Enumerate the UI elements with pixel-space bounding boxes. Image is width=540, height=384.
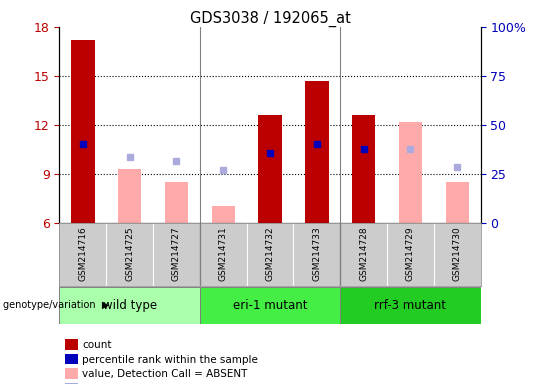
Bar xyxy=(212,207,235,223)
Text: genotype/variation  ▶: genotype/variation ▶ xyxy=(3,300,109,310)
Text: GSM214730: GSM214730 xyxy=(453,226,462,281)
Bar xyxy=(352,115,375,223)
FancyBboxPatch shape xyxy=(200,287,340,324)
Bar xyxy=(71,40,94,223)
Bar xyxy=(305,81,328,223)
Text: GSM214728: GSM214728 xyxy=(359,226,368,281)
Title: GDS3038 / 192065_at: GDS3038 / 192065_at xyxy=(190,11,350,27)
Text: GSM214727: GSM214727 xyxy=(172,226,181,281)
Bar xyxy=(258,115,282,223)
Text: GSM214729: GSM214729 xyxy=(406,226,415,281)
Text: rrf-3 mutant: rrf-3 mutant xyxy=(374,299,447,312)
Text: GSM214733: GSM214733 xyxy=(312,226,321,281)
Text: percentile rank within the sample: percentile rank within the sample xyxy=(82,355,258,365)
FancyBboxPatch shape xyxy=(340,287,481,324)
Text: GSM214731: GSM214731 xyxy=(219,226,228,281)
Text: wild type: wild type xyxy=(103,299,157,312)
Bar xyxy=(118,169,141,223)
Text: GSM214716: GSM214716 xyxy=(78,226,87,281)
FancyBboxPatch shape xyxy=(59,287,200,324)
Text: GSM214725: GSM214725 xyxy=(125,226,134,281)
Bar xyxy=(165,182,188,223)
Text: GSM214732: GSM214732 xyxy=(266,226,274,281)
Text: eri-1 mutant: eri-1 mutant xyxy=(233,299,307,312)
Bar xyxy=(446,182,469,223)
Text: value, Detection Call = ABSENT: value, Detection Call = ABSENT xyxy=(82,369,247,379)
Bar xyxy=(399,121,422,223)
Text: count: count xyxy=(82,340,112,350)
